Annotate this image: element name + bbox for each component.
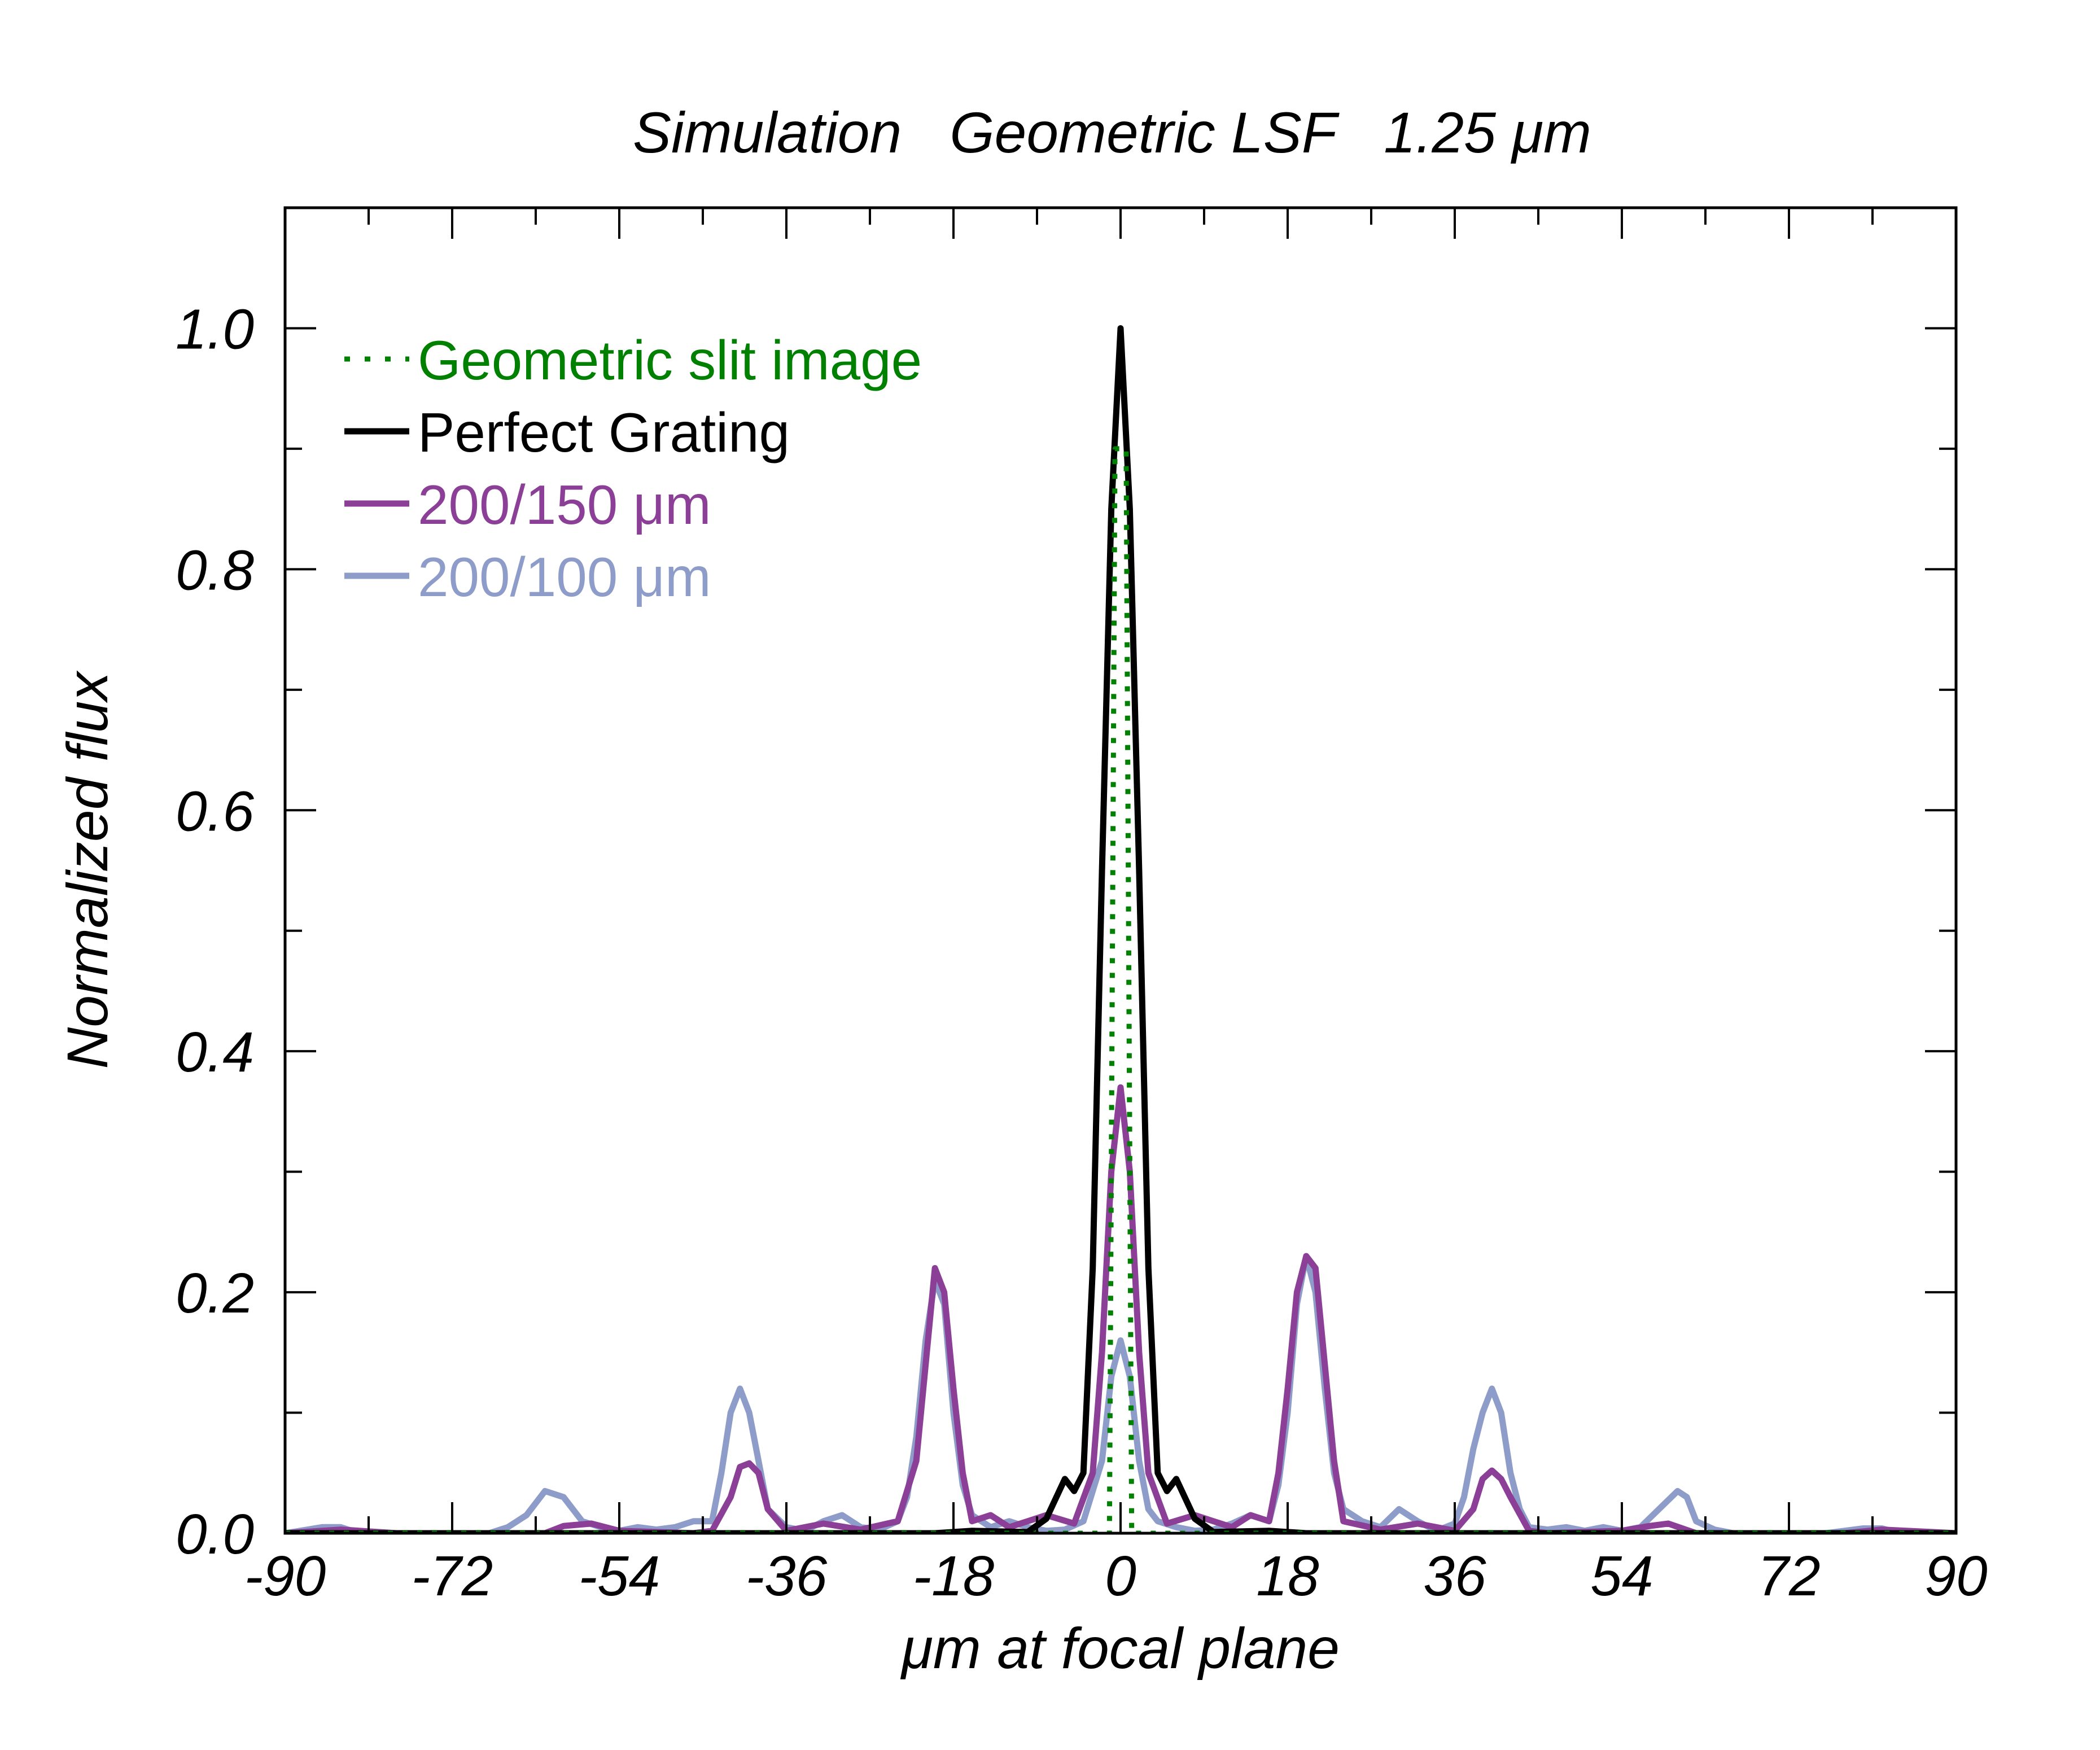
x-tick-label: -54 xyxy=(579,1545,660,1608)
y-tick-label: 0.4 xyxy=(176,1021,254,1084)
plot-area: -90 -72 -54 -36 -18 0 18 36 54 72 90 0.0 0.2 0.4 0.6 0.… xyxy=(176,206,1988,1608)
x-tick-label: 36 xyxy=(1423,1545,1486,1608)
x-tick-label: 90 xyxy=(1924,1545,1987,1608)
x-tick-label: -90 xyxy=(244,1545,326,1608)
series-line-2 xyxy=(285,1084,1956,1533)
series-layer xyxy=(285,325,1956,1533)
x-tick-label: -72 xyxy=(412,1545,493,1608)
y-tick-label: 0.2 xyxy=(176,1262,254,1325)
series-line-0 xyxy=(285,446,1956,1533)
x-tick-label: 72 xyxy=(1757,1545,1820,1608)
legend-label-3: 200/100 μm xyxy=(418,546,711,608)
y-tick-label: 0.6 xyxy=(176,780,254,843)
legend-label-1: Perfect Grating xyxy=(418,401,790,463)
x-tick-label: 54 xyxy=(1590,1545,1653,1608)
legend-label-0: Geometric slit image xyxy=(418,329,922,391)
x-axis-label: μm at focal plane xyxy=(900,1616,1340,1681)
series-line-3 xyxy=(285,1253,1956,1533)
y-tick-label: 0.8 xyxy=(176,539,254,602)
legend: Geometric slit image Perfect Grating 200/1… xyxy=(344,329,922,608)
x-tick-label: -36 xyxy=(746,1545,828,1608)
x-tick-label: 0 xyxy=(1105,1545,1136,1608)
x-tick-label: -18 xyxy=(913,1545,995,1608)
chart-title: Simulation Geometric LSF 1.25 μm xyxy=(633,100,1591,165)
y-tick-label: 1.0 xyxy=(176,298,254,361)
tick-layer: -90 -72 -54 -36 -18 0 18 36 54 72 90 0.0 0.2 0.4 0.6 0.… xyxy=(176,207,1988,1608)
legend-label-2: 200/150 μm xyxy=(418,474,711,536)
series-line-1 xyxy=(285,325,1956,1533)
y-tick-label: 0.0 xyxy=(176,1503,254,1566)
y-axis-label: Normalized flux xyxy=(55,671,120,1069)
x-tick-label: 18 xyxy=(1256,1545,1319,1608)
